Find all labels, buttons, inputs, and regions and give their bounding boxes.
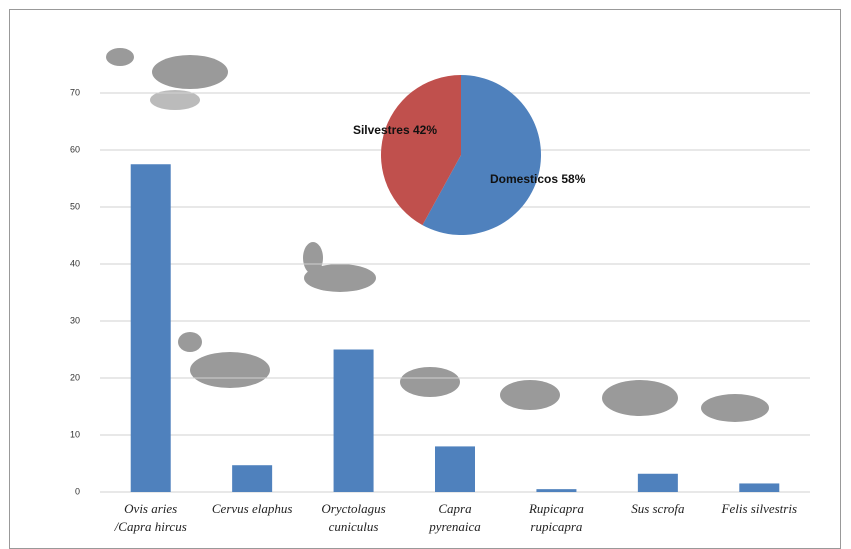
x-tick-label-line: pyrenaica — [428, 519, 481, 534]
y-tick-label: 40 — [70, 258, 80, 268]
bar — [333, 349, 374, 492]
bar — [637, 473, 678, 492]
y-tick-label: 10 — [70, 429, 80, 439]
rabbit-head — [303, 242, 323, 274]
x-tick-label: Ovis aries/Capra hircus — [114, 501, 187, 534]
bar — [739, 483, 780, 492]
ibex — [400, 367, 460, 397]
x-tick-label: Oryctolagus cuniculus — [321, 501, 385, 534]
x-tick-label-line: cuniculus — [329, 519, 379, 534]
x-tick-label-line: Felis silvestris — [721, 501, 797, 516]
x-tick-label-line: Capra — [438, 501, 472, 516]
chamois — [500, 380, 560, 410]
bar — [435, 446, 475, 492]
silhouettes — [106, 48, 769, 422]
x-tick-label-line: Sus scrofa — [631, 501, 685, 516]
sheep — [152, 55, 228, 89]
x-tick-label-line: Cervus elaphus — [212, 501, 293, 516]
deer — [190, 352, 270, 388]
wildcat — [701, 394, 769, 422]
x-tick-label: Sus scrofa — [631, 501, 685, 516]
x-tick-label-line: rupicapra — [530, 519, 583, 534]
x-tick-label-line: Rupicapra — [528, 501, 584, 516]
y-tick-label: 0 — [75, 486, 80, 496]
deer-head — [178, 332, 202, 352]
x-tick-label-line: /Capra hircus — [114, 519, 187, 534]
y-tick-label: 60 — [70, 144, 80, 154]
x-tick-label-line: Ovis aries — [124, 501, 177, 516]
y-tick-label: 20 — [70, 372, 80, 382]
bar — [232, 465, 273, 492]
pie-slice — [381, 75, 461, 226]
lamb — [150, 90, 200, 110]
y-tick-label: 50 — [70, 201, 80, 211]
pie-slice — [422, 75, 541, 235]
x-tick-label: Cervus elaphus — [212, 501, 293, 516]
x-tick-label: Capra pyrenaica — [428, 501, 481, 534]
bar — [130, 164, 171, 492]
rabbit — [304, 264, 376, 292]
x-tick-label: Rupicapra rupicapra — [528, 501, 584, 534]
pie-label: Domesticos 58% — [490, 172, 586, 186]
pie-label: Silvestres 42% — [353, 123, 437, 137]
x-tick-label: Felis silvestris — [721, 501, 797, 516]
x-tick-label-line: Oryctolagus — [321, 501, 385, 516]
sheep-head — [106, 48, 134, 66]
bar — [536, 489, 577, 492]
boar — [602, 380, 678, 416]
y-tick-label: 70 — [70, 87, 80, 97]
y-tick-label: 30 — [70, 315, 80, 325]
